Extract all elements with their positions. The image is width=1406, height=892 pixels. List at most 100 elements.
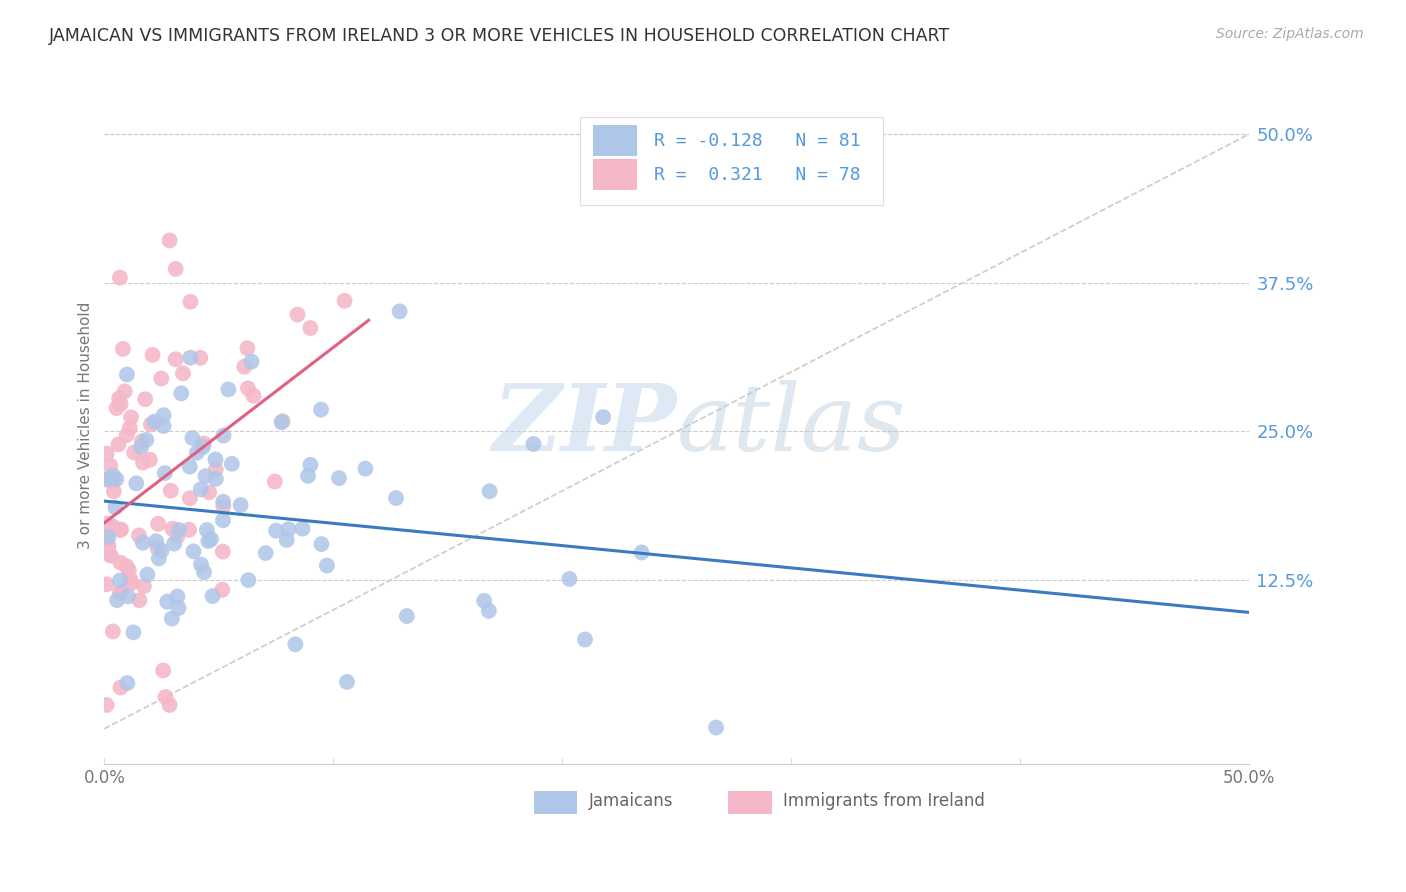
Point <box>107 437 129 451</box>
Point <box>183 544 205 558</box>
Point <box>105 401 128 415</box>
Point <box>114 384 136 399</box>
Point <box>115 559 138 574</box>
Point <box>96 529 118 543</box>
Point <box>299 458 322 472</box>
Point <box>125 476 148 491</box>
Point <box>96 541 118 556</box>
Point <box>167 523 190 537</box>
Point <box>194 469 217 483</box>
Point <box>630 545 652 559</box>
Point <box>97 516 120 531</box>
Text: Immigrants from Ireland: Immigrants from Ireland <box>783 792 986 810</box>
Point <box>132 456 155 470</box>
Point <box>191 440 214 454</box>
Point <box>574 632 596 647</box>
Point <box>146 541 169 555</box>
Point <box>150 543 173 558</box>
Point <box>354 461 377 475</box>
Point <box>121 576 143 591</box>
Point <box>242 389 264 403</box>
Point <box>201 589 224 603</box>
Point <box>96 577 118 591</box>
Point <box>170 386 193 401</box>
Point <box>193 436 215 450</box>
Point <box>211 582 233 597</box>
Text: R = -0.128   N = 81: R = -0.128 N = 81 <box>654 132 860 150</box>
Point <box>97 538 120 552</box>
Point <box>104 500 127 515</box>
Point <box>96 446 118 460</box>
Point <box>129 440 152 454</box>
Point <box>159 483 181 498</box>
Point <box>212 544 235 558</box>
Point <box>172 366 194 380</box>
Point <box>263 475 285 489</box>
Point <box>128 593 150 607</box>
Point <box>159 698 181 712</box>
Point <box>179 491 201 506</box>
Point <box>136 567 159 582</box>
Point <box>97 471 120 485</box>
Point <box>141 348 163 362</box>
Point <box>96 473 118 487</box>
Point <box>120 572 142 586</box>
Point <box>145 534 167 549</box>
Point <box>152 419 174 434</box>
Text: R =  0.321   N = 78: R = 0.321 N = 78 <box>654 166 860 184</box>
Point <box>197 534 219 549</box>
Point <box>115 428 138 442</box>
Point <box>143 415 166 429</box>
Point <box>165 261 187 276</box>
Point <box>110 397 132 411</box>
Point <box>221 457 243 471</box>
Point <box>238 573 260 587</box>
Point <box>212 428 235 442</box>
Point <box>132 535 155 549</box>
Point <box>558 572 581 586</box>
Point <box>105 593 128 607</box>
Point <box>186 446 208 460</box>
Point <box>254 546 277 560</box>
Point <box>167 601 190 615</box>
Point <box>592 410 614 425</box>
FancyBboxPatch shape <box>593 126 637 156</box>
Text: Jamaicans: Jamaicans <box>589 792 673 810</box>
Point <box>103 474 125 488</box>
Point <box>100 549 122 563</box>
Point <box>101 468 124 483</box>
Point <box>120 410 142 425</box>
Point <box>179 459 201 474</box>
Point <box>385 491 408 505</box>
Point <box>97 540 120 554</box>
Point <box>139 452 162 467</box>
Point <box>299 321 322 335</box>
Point <box>115 368 138 382</box>
Point <box>155 690 177 704</box>
FancyBboxPatch shape <box>534 791 578 814</box>
Point <box>108 270 131 285</box>
Point <box>271 414 294 428</box>
Text: Source: ZipAtlas.com: Source: ZipAtlas.com <box>1216 27 1364 41</box>
Point <box>311 537 333 551</box>
Point <box>205 472 228 486</box>
Point <box>328 471 350 485</box>
Point <box>472 594 495 608</box>
Point <box>111 342 134 356</box>
Point <box>284 637 307 651</box>
Point <box>264 524 287 538</box>
Point <box>110 556 132 570</box>
Point <box>166 590 188 604</box>
Point <box>117 676 139 690</box>
Point <box>105 472 128 486</box>
Point <box>277 522 299 536</box>
Point <box>132 579 155 593</box>
Point <box>198 485 221 500</box>
Point <box>179 351 201 365</box>
Point <box>134 392 156 407</box>
Point <box>148 551 170 566</box>
Point <box>236 341 259 355</box>
Point <box>159 234 181 248</box>
Point <box>103 484 125 499</box>
Point <box>162 522 184 536</box>
